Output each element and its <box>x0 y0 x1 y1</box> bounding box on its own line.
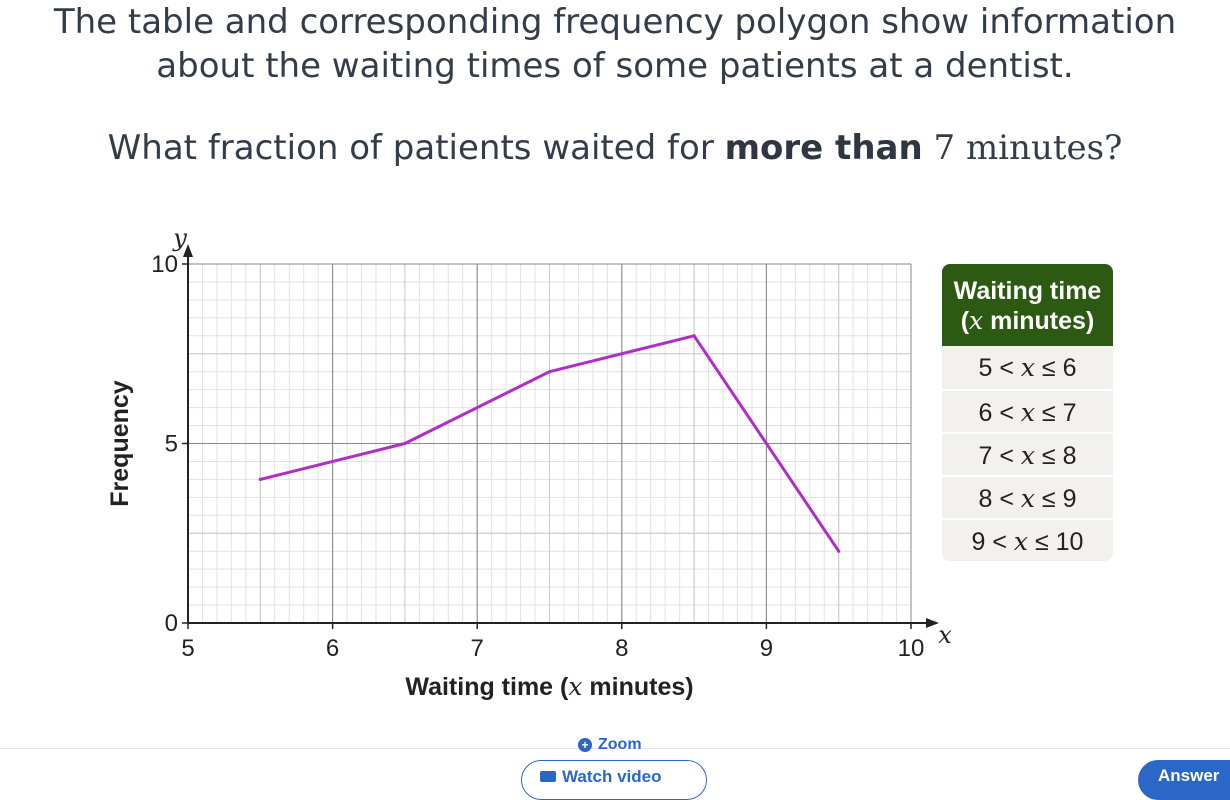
x-tick-label: 8 <box>615 635 628 662</box>
y-tick-label: 5 <box>165 431 178 458</box>
row-low: 5 <box>978 354 993 382</box>
data-point <box>258 477 262 481</box>
zoom-button[interactable]: + Zoom <box>578 736 642 754</box>
table-row: 6 < x ≤ 7 <box>942 389 1113 432</box>
x-tick-label: 5 <box>181 635 194 662</box>
row-inequality: < x ≤ <box>992 353 1063 382</box>
table-header-var: x <box>969 306 984 335</box>
table-header-line1: Waiting time <box>953 277 1102 305</box>
question-line-2: about the waiting times of some patients… <box>156 46 1074 86</box>
x-axis-arrow-icon <box>926 618 939 628</box>
table-header: Waiting time (x minutes) <box>942 264 1113 346</box>
x-axis-var-label: x <box>938 621 952 649</box>
row-inequality: < x ≤ <box>992 398 1063 427</box>
data-point <box>692 334 696 338</box>
row-inequality: < x ≤ <box>992 441 1063 470</box>
row-high: 9 <box>1062 485 1077 513</box>
row-low: 8 <box>978 485 993 513</box>
x-tick-label: 9 <box>760 635 773 662</box>
answer-label: Answer <box>1158 766 1220 785</box>
question-unit: minutes? <box>965 128 1123 168</box>
x-tick-label: 6 <box>326 635 339 662</box>
data-point <box>403 441 407 446</box>
y-axis-title: Frequency <box>106 380 134 507</box>
row-high: 6 <box>1062 354 1077 382</box>
table-row: 7 < x ≤ 8 <box>942 432 1113 475</box>
row-high: 10 <box>1055 528 1084 556</box>
question-line-3: What fraction of patients waited for mor… <box>0 126 1230 170</box>
table-row: 9 < x ≤ 10 <box>942 518 1113 561</box>
x-tick-label: 7 <box>471 635 484 662</box>
zoom-label: Zoom <box>598 736 642 753</box>
data-point <box>837 549 841 553</box>
bottom-divider <box>0 748 1230 749</box>
answer-button[interactable]: Answer <box>1138 760 1230 800</box>
question-line-1: The table and corresponding frequency po… <box>53 2 1177 42</box>
question-prefix: What fraction of patients waited for <box>107 128 725 168</box>
zoom-plus-icon: + <box>578 738 592 752</box>
row-high: 8 <box>1062 442 1077 470</box>
data-point <box>547 370 552 374</box>
row-inequality: < x ≤ <box>992 484 1063 513</box>
x-tick-label: 10 <box>898 635 925 662</box>
table-header-line2: (x minutes) <box>960 306 1095 335</box>
y-tick-label: 10 <box>151 251 178 278</box>
row-inequality: < x ≤ <box>985 527 1056 556</box>
row-low: 6 <box>978 399 993 427</box>
table-header-unit: minutes <box>990 307 1086 335</box>
row-high: 7 <box>1062 399 1077 427</box>
question-number: 7 <box>933 128 956 168</box>
question-bold: more than <box>724 128 923 168</box>
row-low: 7 <box>978 442 993 470</box>
x-axis-title: Waiting time (x minutes) <box>405 672 693 701</box>
table-row: 8 < x ≤ 9 <box>942 475 1113 518</box>
watch-video-button[interactable]: Watch video <box>521 760 707 800</box>
y-axis-var-label: y <box>172 224 187 252</box>
y-tick-label: 0 <box>165 610 178 637</box>
table-row: 5 < x ≤ 6 <box>942 346 1113 389</box>
y-axis-arrow-icon <box>183 244 193 257</box>
row-low: 9 <box>971 528 986 556</box>
